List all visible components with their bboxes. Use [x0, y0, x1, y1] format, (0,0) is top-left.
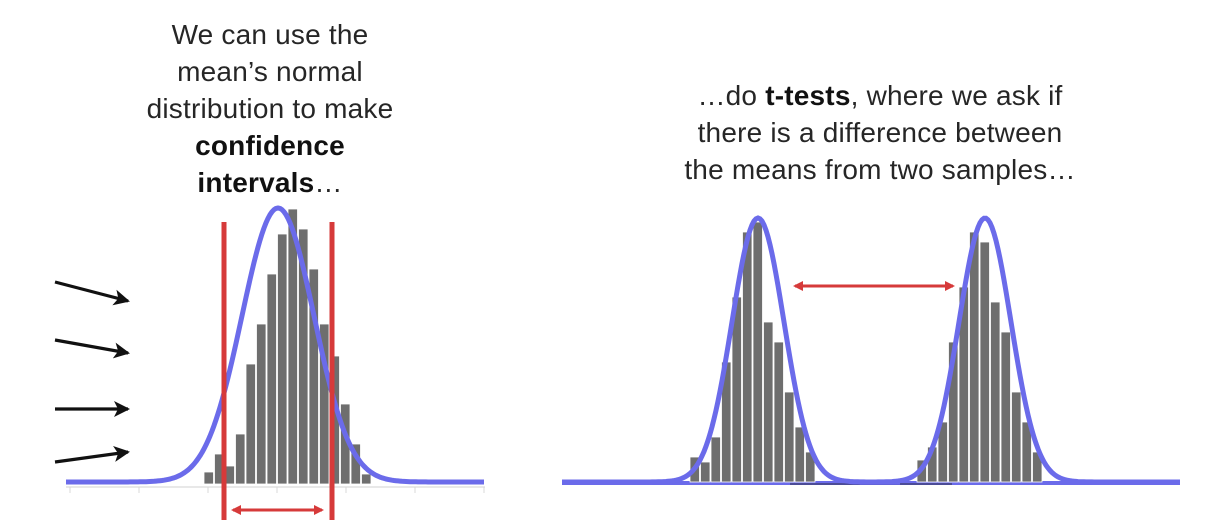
right-normal-curve-sample-2 [860, 215, 1180, 485]
histogram-bar [700, 461, 711, 483]
pointer-arrow-2 [54, 338, 130, 359]
histogram-bar [1021, 421, 1032, 483]
histogram-bar [773, 341, 784, 483]
histogram-bar [710, 436, 721, 483]
histogram-bar [256, 323, 267, 485]
histogram-bar [763, 321, 774, 483]
left-caption-line-2: mean’s normal [177, 56, 363, 87]
histogram-bar [1011, 391, 1022, 483]
left-caption-bold-intervals: intervals [197, 167, 315, 198]
histogram-bar [235, 433, 246, 485]
right-histogram-sample-2 [916, 231, 1043, 483]
histogram-bar [308, 268, 319, 485]
left-normal-curve [65, 205, 485, 485]
histogram-bar [979, 241, 990, 483]
right-normal-curve-sample-1 [562, 215, 900, 485]
right-histogram-sample-1 [689, 221, 816, 483]
left-caption-ellipsis: … [314, 167, 343, 198]
histogram-bar [361, 473, 372, 485]
histogram-bar [287, 208, 298, 485]
histogram-bar [990, 301, 1001, 483]
histogram-bar [266, 273, 277, 485]
histogram-bar [319, 323, 330, 485]
pointer-arrow-1 [54, 280, 130, 306]
histogram-bar [1000, 331, 1011, 483]
right-caption: …do t-tests, where we ask if there is a … [600, 77, 1160, 188]
histogram-bar [752, 221, 763, 483]
right-caption-bold-t-tests: t-tests [765, 80, 851, 111]
histogram-bar [969, 231, 980, 483]
left-axis-ticks [69, 487, 485, 493]
right-caption-line-3: the means from two samples… [684, 154, 1076, 185]
right-caption-line-2: there is a difference between [697, 117, 1063, 148]
histogram-bar [277, 233, 288, 485]
left-histogram [203, 208, 372, 485]
histogram-bar [742, 231, 753, 483]
right-caption-suffix: , where we ask if [850, 80, 1063, 111]
right-panel [562, 215, 1180, 485]
histogram-bar [784, 391, 795, 483]
left-caption-line-3: distribution to make [146, 93, 394, 124]
left-panel [54, 205, 485, 520]
histogram-bar [794, 426, 805, 483]
histogram-bar [245, 363, 256, 485]
left-caption: We can use the mean’s normal distributio… [100, 16, 440, 201]
pointer-arrow-4 [54, 445, 130, 464]
left-caption-line-1: We can use the [171, 19, 369, 50]
histogram-bar [203, 471, 214, 485]
histogram-bar [298, 228, 309, 485]
left-caption-bold-confidence: confidence [195, 130, 345, 161]
right-caption-prefix: …do [697, 80, 766, 111]
